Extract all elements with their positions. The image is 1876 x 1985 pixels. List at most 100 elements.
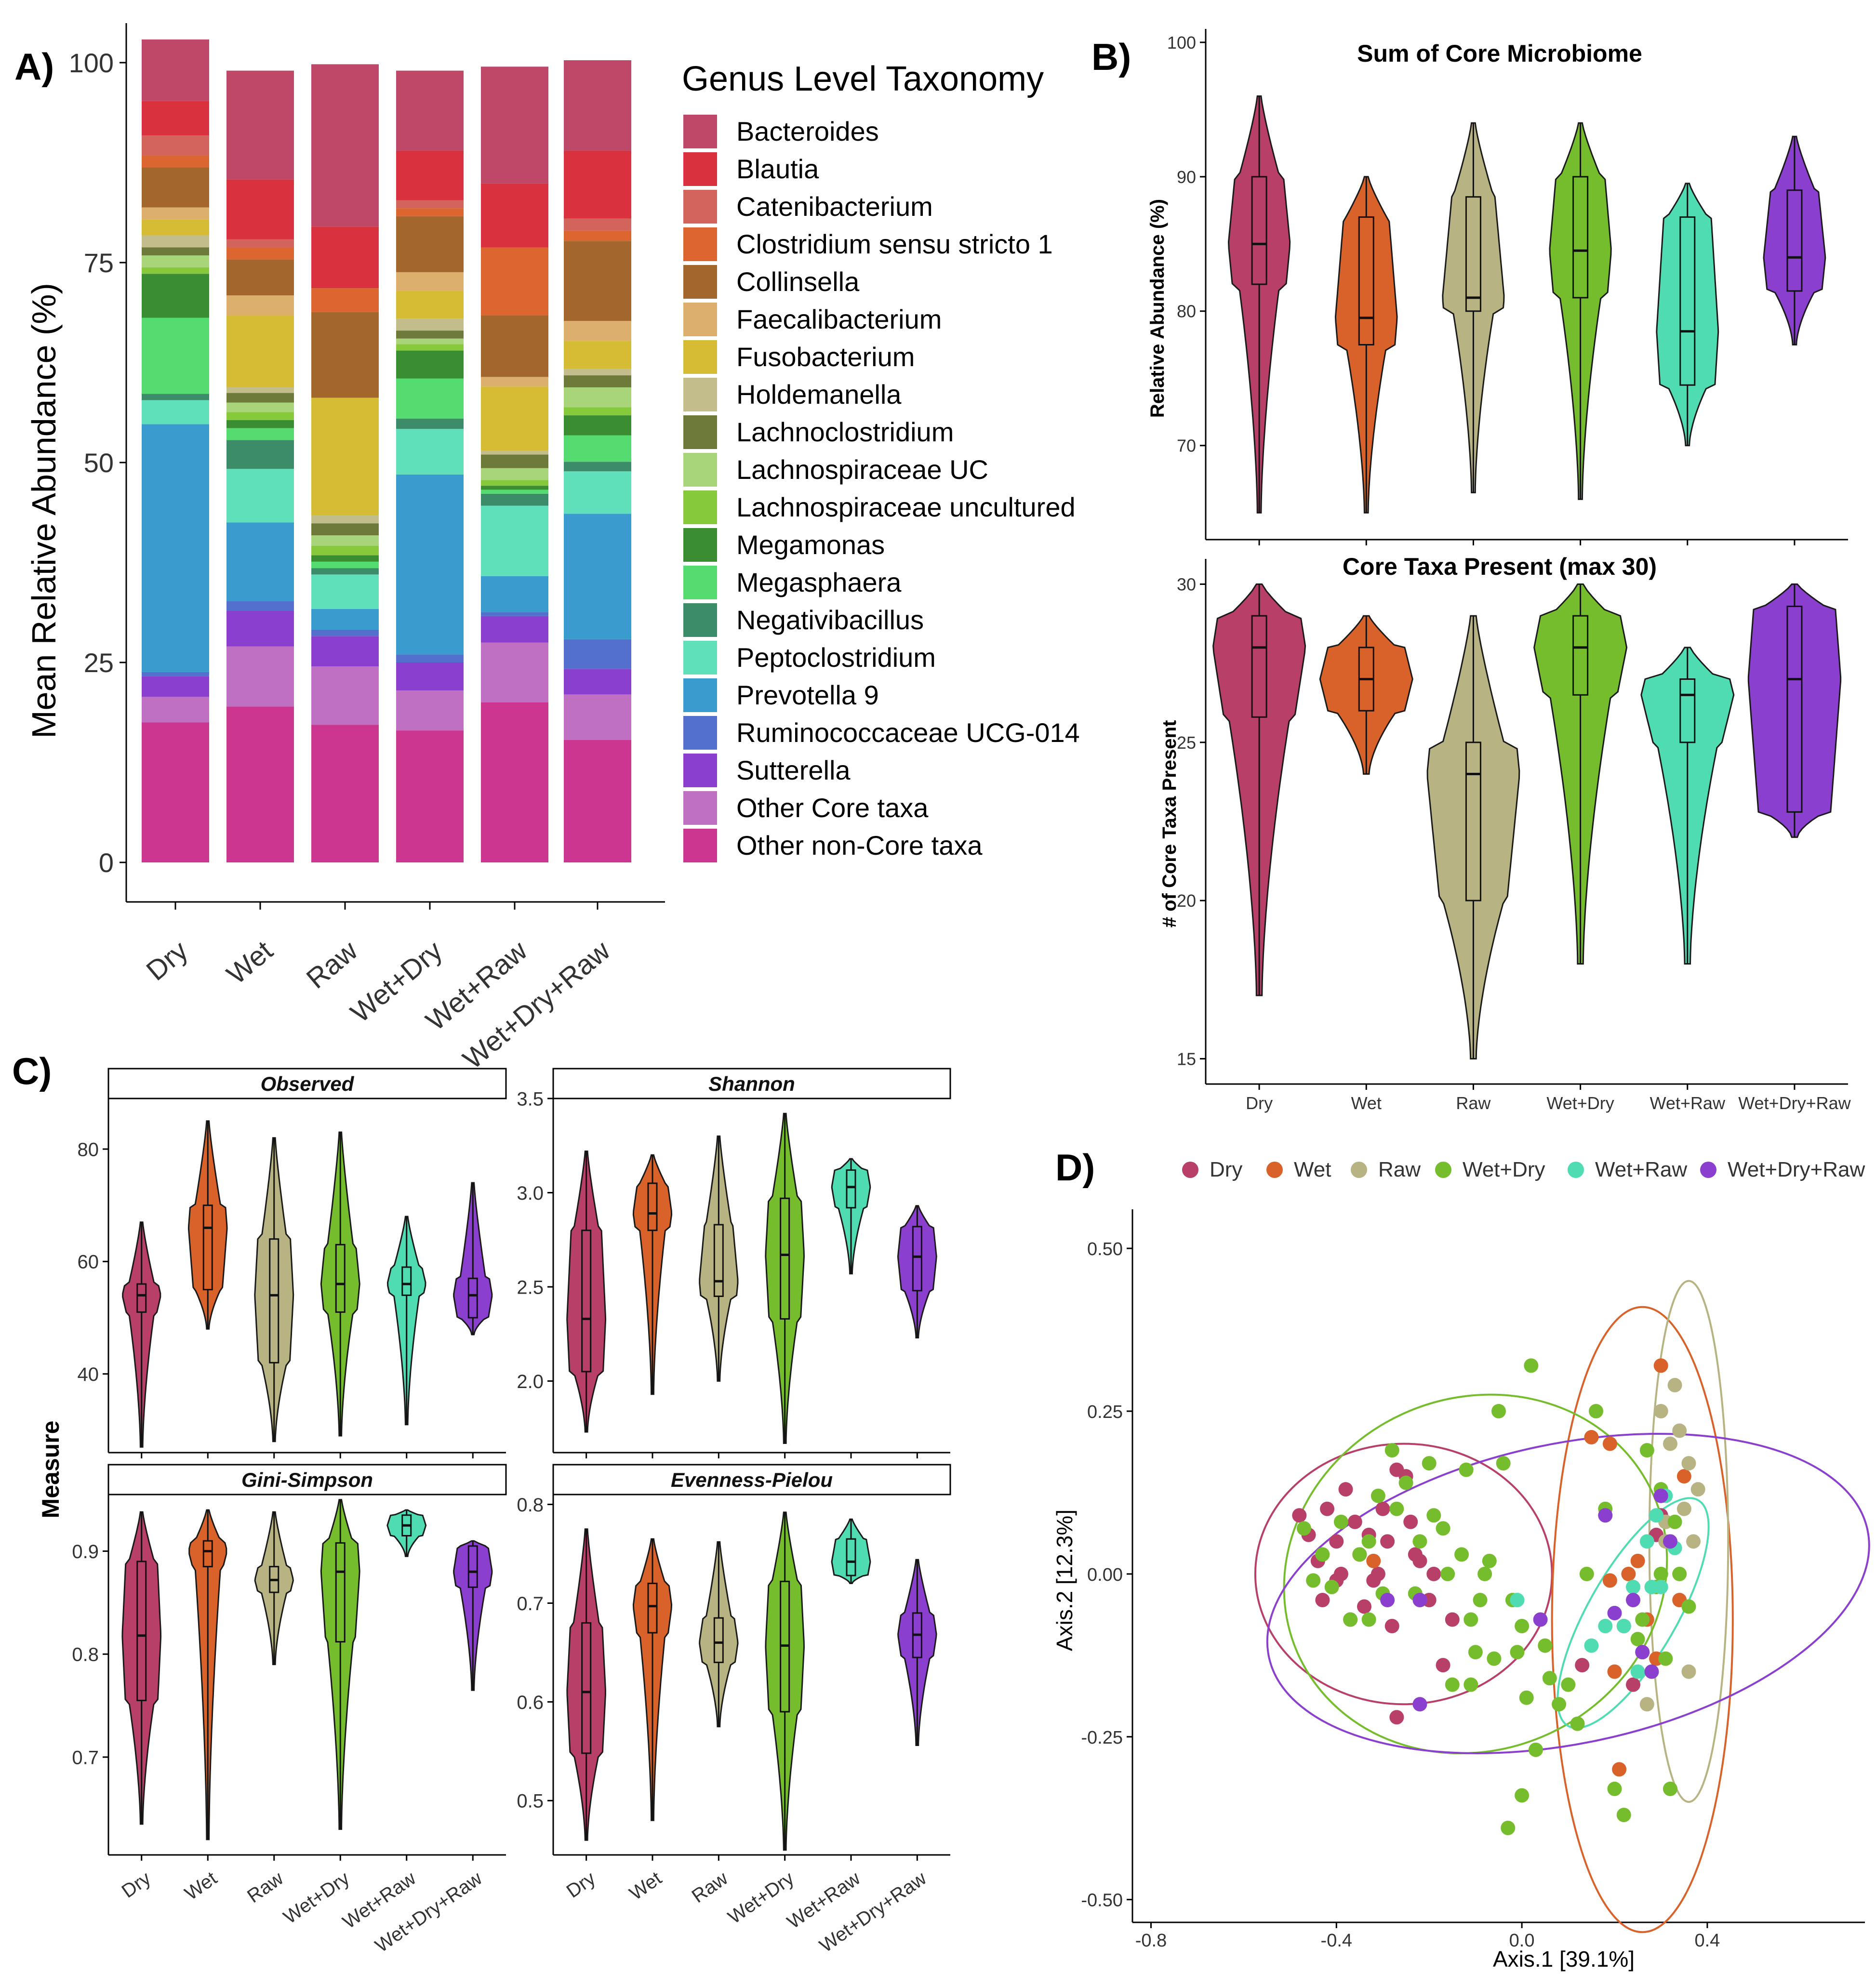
bar-segment <box>396 318 464 331</box>
point-wet+dry <box>1663 1781 1677 1796</box>
point-wet <box>1630 1553 1645 1568</box>
legend-label: Fusobacterium <box>736 342 915 372</box>
point-wet+dry <box>1464 1677 1478 1692</box>
y-tick-label: 0.7 <box>517 1593 544 1614</box>
point-dry <box>1625 1677 1640 1692</box>
y-tick-label: 40 <box>78 1364 99 1385</box>
point-dry <box>1380 1534 1395 1549</box>
facet-shannon: 2.0 2.5 3.0 3.5 Shannon <box>517 1068 951 1458</box>
bar-segment <box>311 312 379 398</box>
legend-label: Dry <box>1210 1158 1242 1181</box>
point-dry <box>1445 1612 1460 1627</box>
bar-segment <box>481 642 548 702</box>
legend-swatch <box>683 566 717 599</box>
bar-segment <box>396 662 464 691</box>
bar-segment <box>564 639 631 669</box>
bar-segment <box>311 609 379 630</box>
legend-label: Catenibacterium <box>736 191 933 222</box>
point-wet+dry <box>1468 1645 1483 1660</box>
point-wet+dry <box>1343 1612 1358 1627</box>
bar-segment <box>396 378 464 419</box>
x-axis-title: Axis.1 [39.1%] <box>1493 1946 1635 1972</box>
point-wet+dry <box>1361 1534 1376 1549</box>
box <box>912 1226 922 1292</box>
bar-segment <box>311 523 379 536</box>
box <box>713 1224 724 1297</box>
bar-segment <box>226 179 294 239</box>
bar-segment <box>311 545 379 556</box>
bar-segment <box>564 60 631 151</box>
facet-strip <box>107 1464 507 1495</box>
point-wet <box>1602 1436 1617 1451</box>
y-tick-label: 80 <box>78 1139 99 1160</box>
point-dry <box>1370 1566 1385 1581</box>
point-wet+dry <box>1482 1553 1497 1568</box>
point-wet+raw <box>1644 1579 1659 1594</box>
y-axis-title-measure: Measure <box>37 1421 64 1519</box>
bar-segment <box>311 535 379 546</box>
x-tick-label: Dry <box>118 1867 155 1902</box>
bar-segment <box>564 462 631 472</box>
bar-segment <box>142 247 209 256</box>
bar-segment <box>481 493 548 506</box>
x-tick-label: Wet <box>1351 1093 1382 1113</box>
facet-strip <box>107 1068 507 1099</box>
point-raw <box>1686 1534 1701 1549</box>
bar-segment <box>226 402 294 412</box>
point-wet <box>1584 1430 1599 1445</box>
legend: Bacteroides Blautia Catenibacterium Clostri… <box>683 115 1080 862</box>
x-tick-label: Dry <box>140 935 194 987</box>
bar-segment <box>142 394 209 400</box>
legend-title: Genus Level Taxonomy <box>682 60 1044 98</box>
bar-segment <box>226 601 294 611</box>
box <box>467 1277 478 1319</box>
legend-label: Megasphaera <box>736 567 902 597</box>
legend-label: Wet+Dry <box>1463 1158 1545 1181</box>
point-wet+dry <box>1538 1638 1553 1653</box>
facet-strip-title: Evenness-Pielou <box>671 1469 833 1491</box>
bar-segment <box>142 318 209 394</box>
y-tick-label: 3.5 <box>517 1088 544 1110</box>
bar-segment <box>226 420 294 428</box>
point-dry <box>1436 1658 1450 1673</box>
y-axis-title: Axis.2 [12.3%] <box>1052 1509 1077 1651</box>
legend-label: Clostridium sensu stricto 1 <box>736 229 1053 259</box>
point-wet+dry <box>1501 1821 1516 1836</box>
point-wet+dry <box>1473 1592 1488 1607</box>
bar-segment <box>481 702 548 862</box>
bar-segment <box>481 183 548 248</box>
box <box>1572 176 1589 299</box>
bar-segment <box>481 315 548 377</box>
y-tick-label: 15 <box>1177 1049 1196 1069</box>
point-wet+dry <box>1454 1547 1469 1562</box>
bar-segment <box>142 672 209 676</box>
bar-segment <box>564 218 631 231</box>
point-dry <box>1384 1619 1399 1634</box>
bar-segment <box>481 505 548 576</box>
point-wet+dry <box>1510 1645 1525 1660</box>
bar-segment <box>481 386 548 451</box>
point-wet+dry <box>1315 1547 1330 1562</box>
bar-segment <box>226 706 294 862</box>
point-raw <box>1676 1501 1691 1516</box>
panel-label-d: D) <box>1055 1146 1095 1189</box>
bar-segment <box>481 486 548 490</box>
x-tick-label: Wet <box>625 1867 665 1904</box>
legend-swatch <box>683 528 717 562</box>
point-raw <box>1639 1697 1654 1712</box>
legend: Dry Wet Raw Wet+Dry Wet+Raw Wet+Dry+Raw <box>1182 1158 1865 1181</box>
point-wet <box>1653 1358 1668 1373</box>
bar-segment <box>142 207 209 220</box>
bar-segment <box>142 155 209 168</box>
bar-segment <box>142 255 209 267</box>
point-wet+dry <box>1445 1677 1460 1692</box>
bar-segment <box>481 247 548 316</box>
x-tick-label: Wet+Raw <box>1650 1093 1726 1113</box>
point-wet+dry <box>1589 1403 1604 1418</box>
bar-segment <box>396 216 464 272</box>
bar-segment <box>142 135 209 156</box>
point-wet+dry <box>1459 1462 1474 1477</box>
box <box>581 1622 592 1754</box>
bar-segment <box>311 629 379 636</box>
box <box>1786 189 1803 292</box>
